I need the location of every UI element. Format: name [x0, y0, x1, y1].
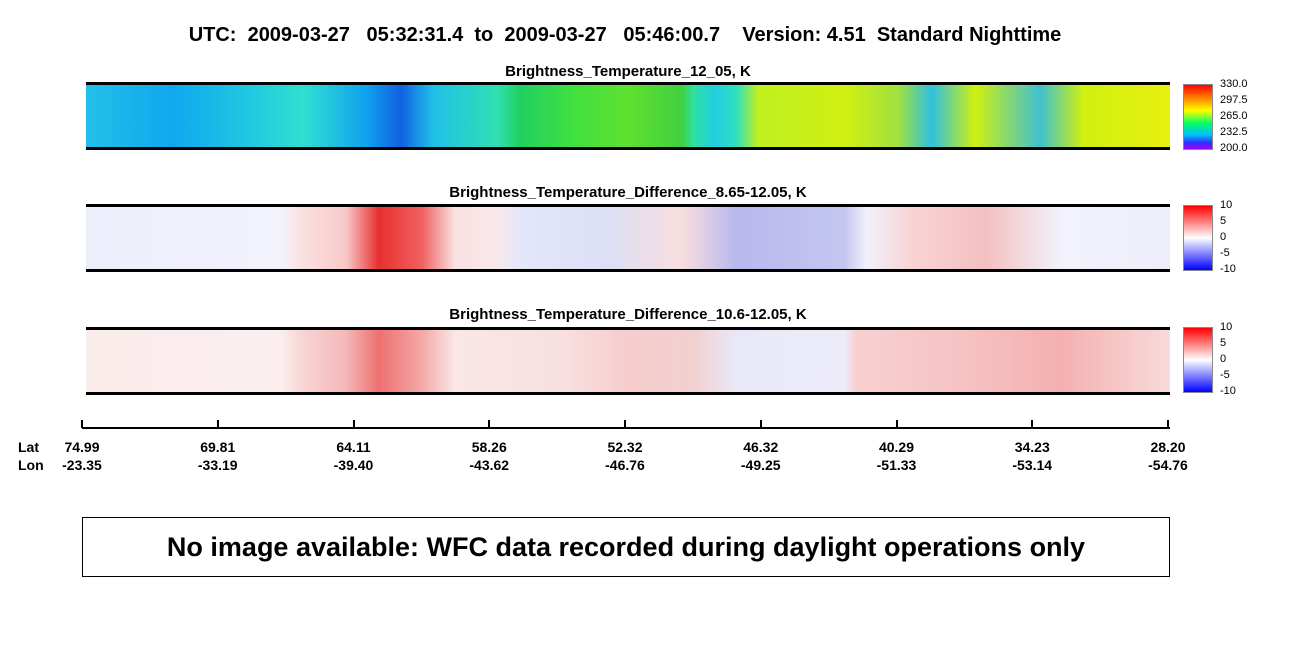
colorbar-label: -10 [1220, 263, 1236, 275]
lon-label: -23.35 [62, 457, 102, 473]
row-label: Lon [18, 457, 44, 473]
lat-label: 40.29 [878, 439, 915, 455]
message-box: No image available: WFC data recorded du… [82, 517, 1170, 577]
colorbar-label: 297.5 [1220, 94, 1248, 106]
lat-label: 34.23 [1014, 439, 1050, 455]
lat-label: 58.26 [471, 439, 507, 455]
lon-label: -51.33 [876, 457, 917, 473]
panel-title: Brightness_Temperature_Difference_8.65-1… [449, 184, 807, 201]
axis-tick [352, 420, 355, 428]
colorbar-label: 0 [1220, 353, 1227, 365]
axis-tick [1031, 420, 1034, 428]
colorbar-label: 200.0 [1220, 142, 1248, 154]
colorbar [1183, 84, 1213, 150]
axis-tick [624, 420, 626, 428]
lat-label: 46.32 [743, 439, 779, 455]
colorbar-label: 232.5 [1220, 126, 1248, 138]
lat-label: 69.81 [200, 439, 236, 455]
lon-label: -54.76 [1148, 457, 1188, 473]
row-label: Lat [18, 439, 39, 455]
axis-tick [1167, 420, 1169, 428]
message: No image available: WFC data recorded du… [166, 531, 1086, 562]
colorbar-label: 10 [1220, 321, 1233, 333]
lon-label: -53.14 [1012, 457, 1053, 473]
colorbar-label: -5 [1220, 369, 1230, 381]
colorbar-label: 330.0 [1220, 78, 1248, 90]
lon-label: -39.40 [333, 457, 374, 473]
colorbar-label: 0 [1220, 231, 1227, 243]
colorbar-label: 5 [1220, 337, 1227, 349]
btd-strip [86, 327, 1170, 395]
lat-label: 28.20 [1150, 439, 1186, 455]
lon-label: -43.62 [469, 457, 510, 473]
lat-label: 52.32 [607, 439, 643, 455]
panel-title: Brightness_Temperature_Difference_10.6-1… [449, 306, 807, 323]
axis-tick [759, 420, 762, 428]
colorbar-label: -10 [1220, 385, 1236, 397]
colorbar-label: 10 [1220, 199, 1233, 211]
panel-title: Brightness_Temperature_12_05, K [505, 63, 751, 80]
axis-tick [81, 420, 83, 428]
page-title: UTC: 2009-03-27 05:32:31.4 to 2009-03-27… [188, 24, 1062, 46]
axis-tick [895, 420, 898, 428]
colorbar-label: 265.0 [1220, 110, 1248, 122]
lat-label: 64.11 [336, 439, 371, 455]
lon-label: -49.25 [740, 457, 781, 473]
lat-label: 74.99 [64, 439, 100, 455]
btd-strip [86, 204, 1170, 272]
axis-tick [216, 420, 219, 428]
bt-strip [86, 82, 1170, 150]
lon-label: -46.76 [605, 457, 645, 473]
lon-label: -33.19 [197, 457, 238, 473]
colorbar-label: 5 [1220, 215, 1227, 227]
colorbar [1183, 327, 1213, 393]
axis-tick [488, 420, 491, 428]
colorbar-label: -5 [1220, 247, 1230, 259]
axis-line [82, 427, 1170, 429]
colorbar [1183, 205, 1213, 271]
